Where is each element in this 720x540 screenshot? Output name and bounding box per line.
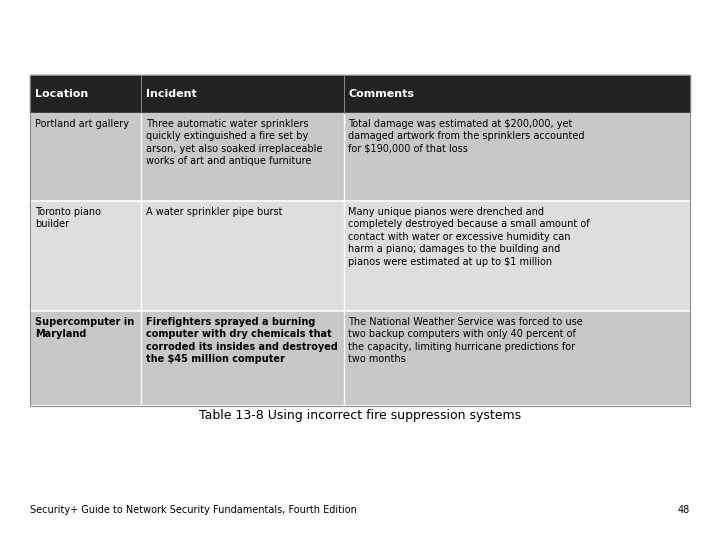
Text: Total damage was estimated at $200,000, yet
damaged artwork from the sprinklers : Total damage was estimated at $200,000, … bbox=[348, 119, 585, 154]
Text: Table 13-8 Using incorrect fire suppression systems: Table 13-8 Using incorrect fire suppress… bbox=[199, 408, 521, 422]
Bar bbox=[141, 201, 343, 311]
Text: Supercomputer in
Maryland: Supercomputer in Maryland bbox=[35, 317, 134, 340]
Text: Incident: Incident bbox=[146, 89, 197, 99]
Bar bbox=[30, 201, 141, 311]
Text: Security+ Guide to Network Security Fundamentals, Fourth Edition: Security+ Guide to Network Security Fund… bbox=[30, 505, 357, 515]
Bar bbox=[141, 311, 343, 406]
Text: Firefighters sprayed a burning
computer with dry chemicals that
corroded its ins: Firefighters sprayed a burning computer … bbox=[146, 317, 338, 364]
Bar bbox=[343, 311, 690, 406]
Bar bbox=[343, 113, 690, 201]
Text: Toronto piano
builder: Toronto piano builder bbox=[35, 207, 101, 229]
Bar bbox=[141, 75, 343, 113]
Text: Many unique pianos were drenched and
completely destroyed because a small amount: Many unique pianos were drenched and com… bbox=[348, 207, 590, 267]
Text: Comments: Comments bbox=[348, 89, 415, 99]
Bar bbox=[30, 113, 141, 201]
Bar bbox=[30, 75, 141, 113]
Bar bbox=[343, 201, 690, 311]
Bar bbox=[343, 75, 690, 113]
Text: Portland art gallery: Portland art gallery bbox=[35, 119, 129, 129]
Bar bbox=[141, 113, 343, 201]
Text: 48: 48 bbox=[678, 505, 690, 515]
Text: A water sprinkler pipe burst: A water sprinkler pipe burst bbox=[146, 207, 282, 217]
Bar bbox=[30, 311, 141, 406]
Text: The National Weather Service was forced to use
two backup computers with only 40: The National Weather Service was forced … bbox=[348, 317, 583, 364]
Text: Location: Location bbox=[35, 89, 89, 99]
Text: Three automatic water sprinklers
quickly extinguished a fire set by
arson, yet a: Three automatic water sprinklers quickly… bbox=[146, 119, 323, 166]
